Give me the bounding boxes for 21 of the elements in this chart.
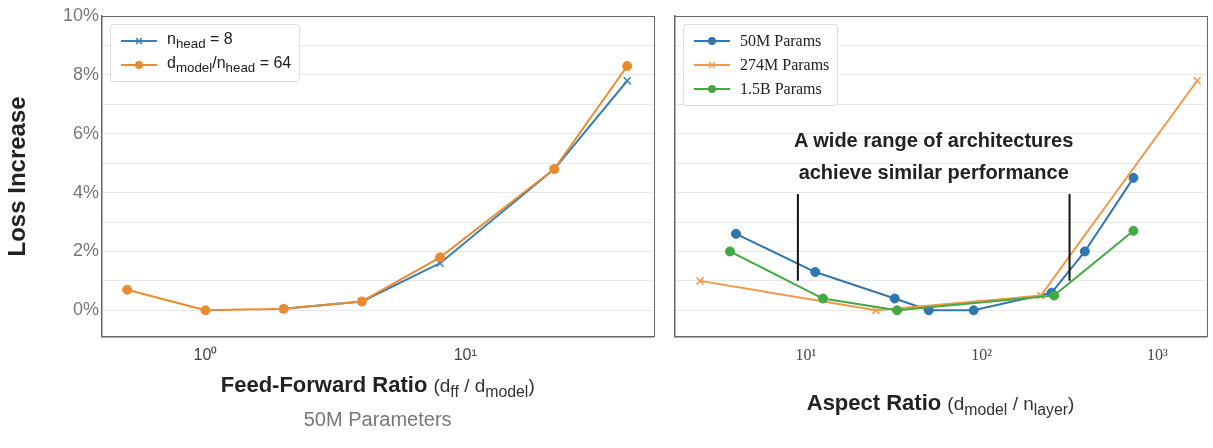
y-axis-title: Loss Increase [3,96,31,257]
x-axis-title: Aspect Ratio (d$_{model}$ / n$_{layer}$) [806,390,1075,418]
legend-label: 1.5B Params [740,80,822,98]
legend-label: 50M Params [740,32,822,50]
x-tick-label: 10¹ [795,345,817,363]
text: 50M Parameters [303,408,452,431]
y-tick-label: 10% [62,4,99,25]
legend-label: d$_{model}$/n$_{head}$ = 64 [167,54,292,76]
y-tick-label: 0% [72,299,99,320]
x-tick-label: 10¹ [453,345,477,363]
annotation: A wide range of architectures achieve similar performance [793,128,1075,185]
y-tick-label: 6% [72,122,99,143]
y-tick-label: 2% [72,240,99,261]
x-tick-label: 10² [971,345,993,363]
legend-label: 274M Params [740,56,830,74]
x-tick-label: 10³ [1147,345,1169,363]
x-tick-label: 10⁰ [193,345,218,363]
legend-label: n$_{head}$ = 8 [167,30,233,52]
y-tick-label: 8% [72,63,99,84]
y-tick-label: 4% [72,181,99,202]
x-axis-title: Feed-Forward Ratio (d$_{ff}$ / d$_{model}$) [220,372,535,400]
